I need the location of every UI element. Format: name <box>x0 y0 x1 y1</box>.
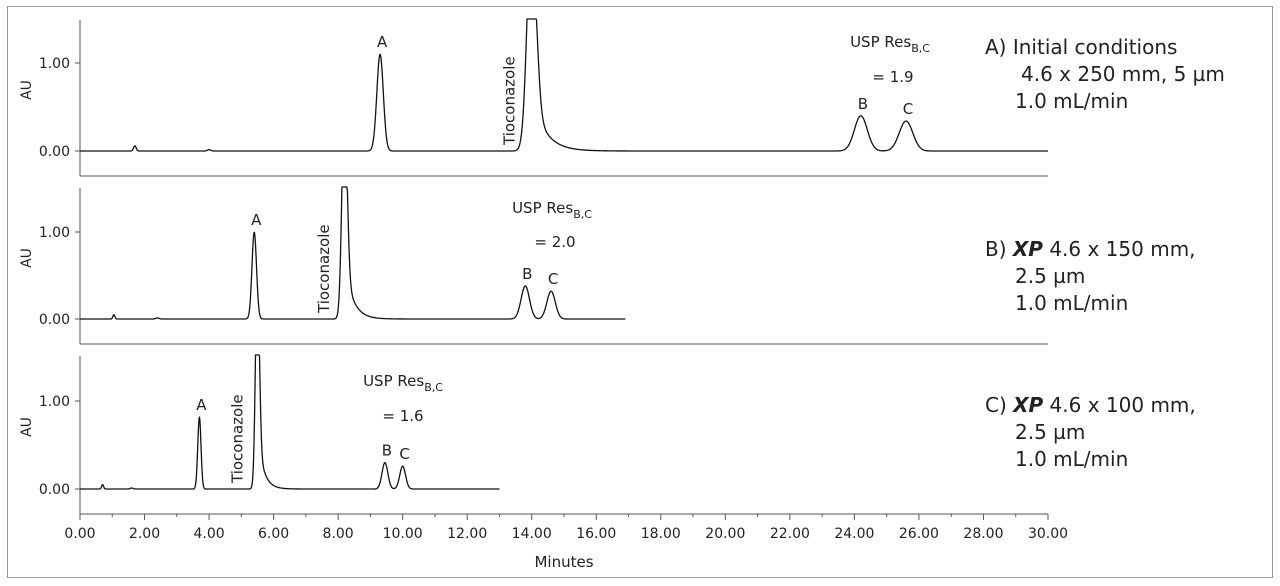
peak-label-a-A: A <box>377 33 388 51</box>
caption-b-line-2: 2.5 µm <box>1015 264 1086 288</box>
x-tick-label: 0.00 <box>64 526 95 542</box>
y-tick-label-C: 0.00 <box>39 482 70 498</box>
y-axis-label-C: AU <box>19 417 35 437</box>
x-tick-label: 12.00 <box>447 526 487 542</box>
caption-panel-b: B) XP 4.6 x 150 mm, 2.5 µm 1.0 mL/min <box>985 236 1196 317</box>
x-tick-label: 26.00 <box>899 526 939 542</box>
peak-label-c-A: C <box>903 100 913 118</box>
peak-label-b-A: B <box>858 95 868 113</box>
usp-res-subscript: B,C <box>911 42 930 55</box>
x-tick-label: 20.00 <box>705 526 745 542</box>
x-axis-label: Minutes <box>534 553 593 571</box>
peak-label-a-C: A <box>196 396 207 414</box>
caption-a-line-2: 4.6 x 250 mm, 5 µm <box>1021 62 1225 86</box>
caption-c-rest: 4.6 x 100 mm, <box>1043 393 1196 417</box>
caption-c-prefix: C) <box>985 393 1014 417</box>
caption-c-line-2: 2.5 µm <box>1015 420 1086 444</box>
caption-b-line-3: 1.0 mL/min <box>1015 291 1129 315</box>
trace-A <box>79 18 1049 152</box>
y-tick-label-B: 0.00 <box>39 312 70 328</box>
x-tick-label: 2.00 <box>129 526 160 542</box>
usp-res-subscript: B,C <box>424 381 443 394</box>
peak-label-tioconazole-B: Tioconazole <box>315 224 333 314</box>
x-tick-label: 6.00 <box>258 526 289 542</box>
caption-b-line-1: B) XP 4.6 x 150 mm, <box>985 236 1196 263</box>
peak-label-c-B: C <box>548 270 558 288</box>
caption-b-prefix: B) <box>985 237 1013 261</box>
usp-res-text: USP Res <box>363 372 424 390</box>
caption-c-line-3: 1.0 mL/min <box>1015 447 1129 471</box>
x-tick-label: 18.00 <box>641 526 681 542</box>
y-tick-label-C: 1.00 <box>39 394 70 410</box>
x-tick-label: 14.00 <box>512 526 552 542</box>
x-tick-label: 22.00 <box>770 526 810 542</box>
x-tick-label: 16.00 <box>576 526 616 542</box>
x-tick-label: 10.00 <box>383 526 423 542</box>
usp-res-value-B: = 2.0 <box>534 233 575 251</box>
x-tick-label: 8.00 <box>323 526 354 542</box>
y-tick-label-A: 1.00 <box>39 56 70 72</box>
usp-res-subscript: B,C <box>573 208 592 221</box>
caption-b-xp: XP <box>1012 237 1043 261</box>
caption-a-line-1: A) Initial conditions <box>985 35 1178 59</box>
usp-res-value-C: = 1.6 <box>382 407 423 425</box>
usp-res-text: USP Res <box>850 33 911 51</box>
caption-b-rest: 4.6 x 150 mm, <box>1042 237 1196 261</box>
trace-C <box>79 354 500 490</box>
peak-label-b-B: B <box>522 265 532 283</box>
y-axis-label-A: AU <box>19 80 35 100</box>
x-tick-label: 30.00 <box>1028 526 1068 542</box>
x-tick-label: 28.00 <box>963 526 1003 542</box>
x-tick-label: 4.00 <box>193 526 224 542</box>
usp-res-label-C: USP ResB,C <box>363 372 443 394</box>
usp-res-value-A: = 1.9 <box>872 68 913 86</box>
peak-label-a-B: A <box>251 211 262 229</box>
usp-res-label-A: USP ResB,C <box>850 33 930 55</box>
x-tick-label: 24.00 <box>834 526 874 542</box>
caption-c-line-1: C) XP 4.6 x 100 mm, <box>985 392 1196 419</box>
figure-frame <box>7 6 1273 578</box>
y-tick-label-A: 0.00 <box>39 144 70 160</box>
caption-c-xp: XP <box>1013 393 1044 417</box>
peak-label-b-C: B <box>382 442 392 460</box>
usp-res-text: USP Res <box>512 199 573 217</box>
y-axis-label-B: AU <box>19 248 35 268</box>
peak-label-tioconazole-C: Tioconazole <box>229 394 247 484</box>
y-tick-label-B: 1.00 <box>39 225 70 241</box>
peak-label-c-C: C <box>399 445 409 463</box>
caption-a-line-3: 1.0 mL/min <box>1015 89 1129 113</box>
trace-B <box>79 186 626 320</box>
usp-res-label-B: USP ResB,C <box>512 199 592 221</box>
peak-label-tioconazole-A: Tioconazole <box>501 56 519 146</box>
caption-panel-c: C) XP 4.6 x 100 mm, 2.5 µm 1.0 mL/min <box>985 392 1196 473</box>
caption-panel-a: A) Initial conditions 4.6 x 250 mm, 5 µm… <box>985 34 1225 115</box>
